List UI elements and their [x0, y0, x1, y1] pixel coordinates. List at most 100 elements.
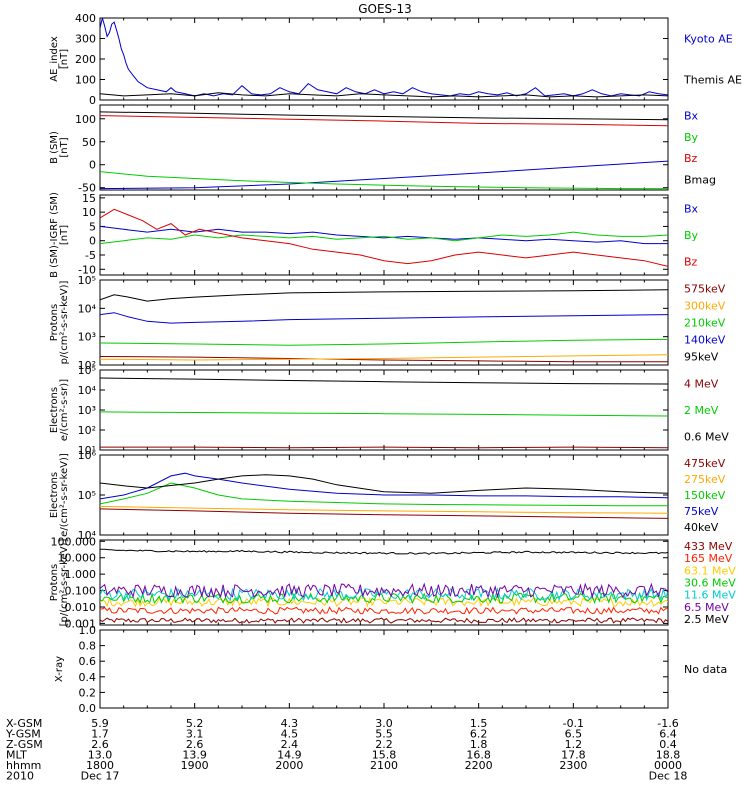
panel-protons_hi: 0.001 0.010 0.100 1.000 10.000 100.000 Protons… [49, 535, 736, 630]
ephemeris-row-label: Z-GSM [6, 738, 43, 751]
series-line-165-mev [100, 606, 668, 615]
legend-entry: Kyoto AE [684, 33, 733, 46]
series-group [100, 208, 668, 267]
series-line-2-mev [100, 411, 668, 417]
ephemeris-value: 4.3 [281, 717, 299, 730]
ephemeris-value: 2300 [559, 759, 587, 772]
legend-entry: Bx [684, 110, 699, 123]
series-line-bx [100, 225, 668, 245]
ephemeris-value: 5.5 [375, 728, 393, 741]
legend-entry: Themis AE [683, 74, 742, 87]
y-tick-label: 10² [78, 424, 96, 437]
series-line-140kev [100, 312, 668, 324]
ephemeris-value: 2.6 [186, 738, 204, 751]
y-tick-label: 10⁵ [78, 364, 96, 377]
y-tick-label: 10.000 [58, 552, 97, 565]
ephemeris-value: 2.4 [281, 738, 299, 751]
series-line-30-6-mev [100, 591, 668, 605]
ephemeris-value: 1800 [86, 759, 114, 772]
ephemeris-value: -1.6 [657, 717, 678, 730]
y-tick-label: 10⁵ [78, 489, 96, 502]
y-axis-label: p/(cm²-s-sr-keV)] [59, 281, 70, 365]
y-tick-label: 0.4 [79, 671, 97, 684]
series-line-by [100, 171, 668, 190]
series-group [100, 472, 668, 519]
series-line-bmag [100, 111, 668, 121]
y-tick-label: 0.010 [65, 601, 97, 614]
legend-entry: Bz [684, 152, 698, 165]
ephemeris-value: 5.2 [186, 717, 204, 730]
legend-entry: 75keV [684, 505, 719, 518]
ephemeris-value: 5.9 [91, 717, 109, 730]
y-tick-label: 5 [89, 220, 96, 233]
ephemeris-row-label: MLT [6, 749, 27, 762]
series-line-11-6-mev [100, 587, 668, 602]
y-tick-label: 10⁴ [78, 384, 97, 397]
ephemeris-row-label: 2010 [6, 770, 34, 783]
y-axis-label: Electrons [49, 387, 60, 433]
y-tick-label: -50 [78, 182, 96, 195]
y-tick-label: 0.6 [79, 655, 97, 668]
legend-entry: By [684, 131, 699, 144]
series-line-95kev [100, 289, 668, 302]
legend-entry: 433 MeV [684, 540, 733, 553]
y-axis-label: Protons [49, 564, 60, 601]
legend-entry: 4 MeV [684, 377, 719, 390]
y-tick-label: -10 [78, 263, 96, 276]
y-axis-label: X-ray [54, 656, 65, 682]
ephemeris-value: 15.8 [372, 749, 397, 762]
series-line-575kev [100, 356, 668, 363]
y-tick-label: 100 [75, 113, 96, 126]
series-group [100, 377, 668, 449]
ephemeris-value: Dec 18 [649, 770, 688, 783]
ephemeris-value: 2.6 [91, 738, 109, 751]
ephemeris-value: 1.2 [565, 738, 583, 751]
legend-entry: 2 MeV [684, 404, 719, 417]
series-line-bz [100, 115, 668, 127]
series-group [100, 111, 668, 190]
series-line-by [100, 231, 668, 245]
y-tick-label: 0 [89, 94, 96, 107]
legend-entry: 475keV [684, 457, 726, 470]
y-tick-label: 10³ [78, 331, 96, 344]
y-tick-label: 10⁶ [78, 449, 97, 462]
y-axis-label: [p/(cm²-s-sr-keV)] [59, 539, 70, 627]
y-tick-label: 15 [82, 192, 96, 205]
ephemeris-row-label: Y-GSM [5, 728, 41, 741]
y-tick-label: 1.000 [65, 568, 97, 581]
ephemeris-table: X-GSM 5.9 5.2 4.3 3.0 1.5 -0.1 -1.6 Y-GSM 1.7 3.1 4… [5, 717, 687, 783]
y-tick-label: 0 [89, 235, 96, 248]
y-axis-label: B (SM)-IGRF (SM) [49, 192, 60, 278]
series-line-433-mev [100, 617, 668, 624]
legend-entry: 63.1 MeV [684, 564, 736, 577]
ephemeris-value: 13.9 [182, 749, 207, 762]
ephemeris-value: 4.5 [281, 728, 299, 741]
series-line-150kev [100, 482, 668, 507]
series-line-4-mev [100, 446, 668, 449]
series-line-300kev [100, 354, 668, 361]
ephemeris-value: 14.9 [277, 749, 302, 762]
legend-entry: 140keV [684, 334, 726, 347]
y-tick-label: 1.0 [79, 624, 97, 637]
y-axis-label: Protons [49, 304, 60, 341]
series-group [100, 548, 668, 624]
ephemeris-value: 13.0 [88, 749, 113, 762]
ephemeris-value: 0000 [654, 759, 682, 772]
y-axis-label: e/(cm²-s-sr-keV)] [59, 453, 70, 537]
ephemeris-value: 2000 [275, 759, 303, 772]
series-line-themis-ae [100, 92, 668, 98]
ephemeris-value: 2100 [370, 759, 398, 772]
ephemeris-value: 3.1 [186, 728, 204, 741]
series-line-475kev [100, 508, 668, 519]
y-tick-label: 10⁴ [78, 302, 97, 315]
ephemeris-row-label: X-GSM [6, 717, 42, 730]
panel-frame [99, 629, 669, 709]
ephemeris-value: 1.5 [470, 717, 488, 730]
ephemeris-value: 18.8 [656, 749, 681, 762]
ephemeris-value: 1.7 [91, 728, 109, 741]
legend-entry: 575keV [684, 283, 726, 296]
y-axis-label: [nT] [59, 137, 70, 157]
panel-electrons2: 10⁴ 10⁵ 10⁶ Electrons e/(cm²-s-sr-keV)] 475ke… [49, 449, 726, 542]
